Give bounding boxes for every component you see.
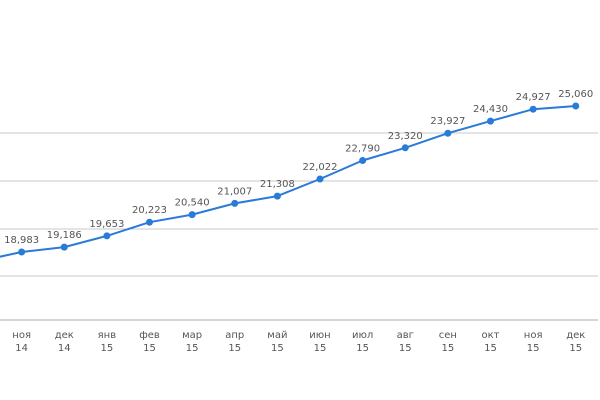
x-tick-label-year: 14 (15, 343, 28, 354)
data-point (316, 175, 324, 183)
x-tick-label-month: апр (225, 330, 244, 341)
data-point (60, 243, 68, 251)
x-tick-label-year: 15 (399, 343, 412, 354)
data-point (273, 192, 281, 200)
data-point (18, 248, 26, 256)
x-tick-label-month: дек (566, 330, 585, 341)
data-point (231, 199, 239, 207)
data-point (146, 218, 153, 226)
x-tick-label-year: 15 (569, 343, 582, 354)
data-point (444, 129, 452, 137)
x-tick-label-month: окт (482, 330, 500, 341)
data-label: 23,927 (430, 116, 465, 127)
x-tick-label-month: июн (309, 330, 330, 341)
x-tick-label-month: фев (139, 330, 160, 341)
x-tick-label-year: 15 (143, 343, 156, 354)
data-label: 24,430 (473, 104, 508, 115)
data-point (487, 117, 494, 125)
data-label: 22,022 (303, 162, 338, 173)
data-label: 22,790 (345, 144, 380, 155)
x-tick-label-year: 15 (228, 343, 241, 354)
x-tick-label-year: 15 (527, 343, 540, 354)
x-tick-label-month: июл (352, 330, 373, 341)
data-label: 20,223 (132, 205, 167, 216)
data-label: 19,186 (47, 230, 82, 241)
x-tick-label-month: май (267, 330, 287, 341)
x-tick-label-year: 15 (442, 343, 455, 354)
x-tick-label-month: дек (55, 330, 74, 341)
x-tick-label-year: 15 (356, 343, 369, 354)
data-point (529, 105, 537, 113)
data-label: 21,308 (260, 179, 295, 190)
data-label: 23,320 (388, 131, 423, 142)
x-tick-label-month: ноя (12, 330, 31, 341)
data-label: 24,927 (516, 92, 551, 103)
x-tick-label-month: ноя (524, 330, 543, 341)
x-tick-label-year: 15 (484, 343, 497, 354)
x-tick-label-year: 14 (58, 343, 71, 354)
data-point (188, 211, 196, 219)
data-point (572, 102, 580, 110)
data-label: 20,540 (175, 198, 210, 209)
x-tick-label-year: 15 (101, 343, 114, 354)
data-point (103, 232, 111, 240)
data-point (359, 157, 367, 165)
data-label: 18,983 (4, 235, 39, 246)
x-tick-label-month: авг (397, 330, 414, 341)
x-tick-label-month: мар (182, 330, 202, 341)
x-tick-label-year: 15 (186, 343, 199, 354)
x-tick-label-month: янв (98, 330, 117, 341)
x-tick-label-year: 15 (314, 343, 327, 354)
data-point (401, 144, 409, 152)
x-tick-label-year: 15 (271, 343, 284, 354)
data-label: 25,060 (558, 89, 593, 100)
x-tick-label-month: сен (439, 330, 457, 341)
data-label: 21,007 (217, 186, 252, 197)
data-label: 19,653 (89, 219, 124, 230)
